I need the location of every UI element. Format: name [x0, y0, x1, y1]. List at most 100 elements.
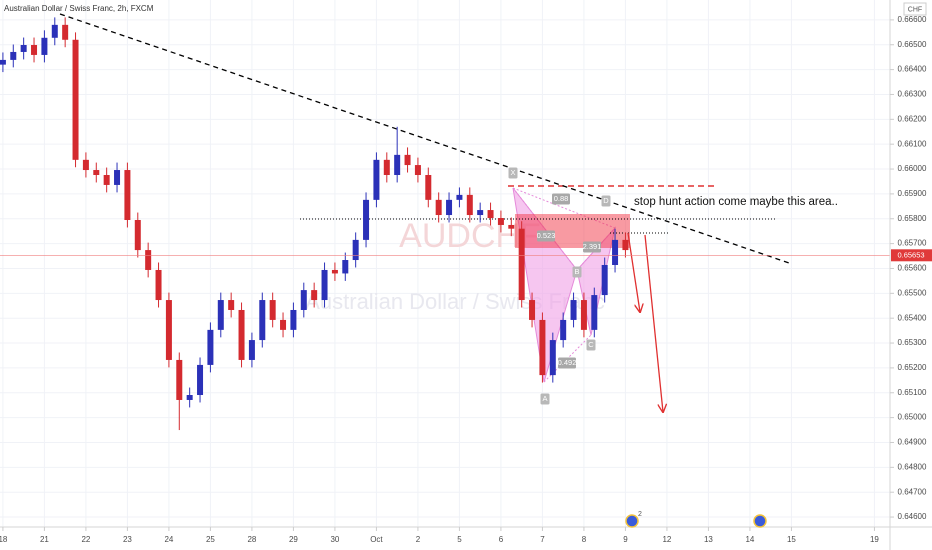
candle-body: [228, 300, 235, 310]
x-tick-label: 22: [81, 535, 90, 544]
last-price-box: [891, 249, 932, 262]
candle-body: [10, 51, 17, 60]
zone-box: [515, 214, 630, 248]
candle-body: [248, 340, 255, 360]
x-tick-label: 30: [330, 535, 339, 544]
candle-body: [352, 239, 359, 261]
candle-body: [612, 239, 619, 265]
candle-body: [72, 39, 79, 160]
candle-body: [570, 300, 577, 320]
ratio-label: 0.492: [558, 358, 577, 367]
candle-body: [311, 290, 318, 301]
x-tick-label: 9: [623, 535, 628, 544]
candle-body: [176, 359, 183, 400]
candle-body: [41, 37, 48, 55]
y-tick-label: 0.66600: [898, 15, 927, 24]
x-tick-label: 6: [499, 535, 504, 544]
candle-body: [20, 44, 27, 52]
x-tick-label: 14: [745, 535, 754, 544]
candle-body: [394, 154, 401, 176]
candle-body: [435, 199, 442, 216]
y-tick-label: 0.64700: [898, 487, 927, 496]
candle-body: [477, 210, 484, 216]
annotation-text: stop hunt action come maybe this area..: [634, 196, 838, 208]
candle-body: [601, 264, 608, 296]
candle-body: [300, 290, 307, 310]
candle-body: [134, 219, 141, 251]
x-tick-label: 24: [164, 535, 173, 544]
candle-body: [321, 269, 328, 301]
y-tick-label: 0.66500: [898, 40, 927, 49]
y-tick-label: 0.66000: [898, 164, 927, 173]
x-tick-label: 21: [40, 535, 49, 544]
candle-body: [165, 300, 172, 360]
y-tick-label: 0.66400: [898, 65, 927, 74]
y-tick-label: 0.65200: [898, 363, 927, 372]
candle-body: [197, 364, 204, 396]
pattern-point-box: [508, 167, 518, 179]
x-tick-label: 29: [289, 535, 298, 544]
candle-body: [404, 154, 411, 166]
y-tick-label: 0.66100: [898, 139, 927, 148]
candle-body: [103, 175, 110, 185]
candle-body: [290, 309, 297, 330]
candle-body: [269, 300, 276, 320]
x-tick-label: 13: [704, 535, 713, 544]
currency: CHF: [908, 6, 922, 13]
candle-body: [622, 239, 629, 251]
event-count: 2: [638, 511, 642, 518]
candle-body: [373, 159, 380, 200]
y-tick-label: 0.65700: [898, 239, 927, 248]
x-tick-label: 19: [870, 535, 879, 544]
event-icon[interactable]: [753, 514, 767, 528]
candle-body: [591, 295, 598, 330]
pattern-point-label: D: [603, 196, 609, 205]
y-tick-label: 0.65900: [898, 189, 927, 198]
candle-body: [62, 24, 69, 40]
candles: [0, 17, 890, 431]
trendline: [59, 13, 793, 265]
candle-body: [145, 250, 152, 270]
candle-body: [0, 59, 6, 65]
event-icon[interactable]: [625, 514, 639, 528]
x-tick-label: 5: [457, 535, 462, 544]
candle-body: [155, 269, 162, 301]
y-tick-label: 0.65000: [898, 413, 927, 422]
candle-body: [518, 228, 525, 301]
candle-body: [487, 210, 494, 219]
y-tick-label: 0.64900: [898, 438, 927, 447]
candle-body: [497, 218, 504, 225]
pattern-point-label: X: [510, 168, 515, 177]
labels: stop hunt action come maybe this area.. X…: [508, 167, 838, 405]
x-tick-label: 15: [787, 535, 796, 544]
candle-body: [363, 199, 370, 240]
ratio-label: 0.523: [537, 231, 556, 240]
ratio-box: [552, 193, 570, 205]
currency-box: [903, 2, 927, 16]
candle-body: [383, 159, 390, 176]
x-tick-label: 25: [206, 535, 215, 544]
candle-body: [82, 159, 89, 171]
grid: [0, 0, 890, 527]
candle-body: [580, 300, 587, 330]
ratio-label: 2.391: [583, 242, 602, 251]
pattern-point-box: [540, 393, 550, 405]
arrow: [627, 232, 640, 312]
candle-body: [114, 170, 121, 185]
candle-body: [331, 269, 338, 274]
ratio-box: [537, 230, 555, 242]
pattern-point-label: C: [588, 340, 594, 349]
y-tick-label: 0.65600: [898, 264, 927, 273]
candle-body: [207, 329, 214, 365]
ratio-box: [583, 241, 601, 253]
candle-body: [259, 300, 266, 341]
x-tick-label: 2: [416, 535, 421, 544]
candle-body: [560, 319, 567, 341]
last-price-label: 0.65653: [897, 250, 924, 259]
pattern-point-box: [586, 339, 596, 351]
y-tick-label: 0.64800: [898, 462, 927, 471]
y-tick-label: 0.65800: [898, 214, 927, 223]
x-tick-label: 12: [662, 535, 671, 544]
chart-title: Australian Dollar / Swiss Franc, 2h, FXC…: [4, 4, 154, 13]
candle-body: [186, 395, 193, 400]
